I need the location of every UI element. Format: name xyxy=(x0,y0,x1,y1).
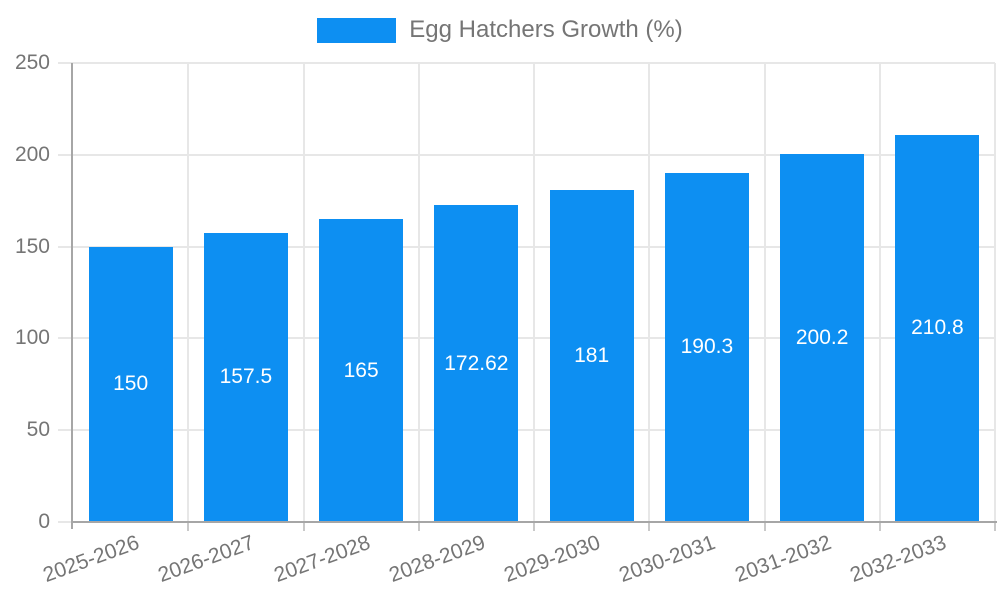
v-gridline xyxy=(994,63,996,522)
v-gridline xyxy=(878,63,881,522)
x-tick xyxy=(648,522,651,531)
bar[interactable]: 172.62 xyxy=(434,205,519,522)
x-tick xyxy=(994,522,996,531)
bar-value-label: 181 xyxy=(574,343,610,367)
y-tick xyxy=(58,153,73,156)
x-axis-label: 2027-2028 xyxy=(270,531,373,587)
bar[interactable]: 150 xyxy=(88,246,173,522)
v-gridline xyxy=(417,63,420,522)
x-axis-label: 2028-2029 xyxy=(385,531,489,587)
y-axis-label: 250 xyxy=(14,51,50,74)
bar-value-label: 150 xyxy=(113,372,149,396)
y-axis-label: 150 xyxy=(14,234,50,258)
bar-value-label: 200.2 xyxy=(795,326,849,350)
y-tick xyxy=(58,337,73,340)
legend-label: Egg Hatchers Growth (%) xyxy=(409,16,683,43)
x-axis-label: 2031-2032 xyxy=(731,531,834,587)
bar-value-label: 210.8 xyxy=(911,316,964,340)
x-axis-label: 2032-2033 xyxy=(846,531,950,587)
y-tick xyxy=(58,62,73,64)
x-tick xyxy=(187,522,190,531)
x-tick xyxy=(533,522,535,531)
v-gridline xyxy=(302,63,305,522)
y-axis-label: 100 xyxy=(14,326,50,350)
bar[interactable]: 157.5 xyxy=(203,232,288,522)
legend[interactable]: Egg Hatchers Growth (%) xyxy=(0,16,1000,44)
x-tick xyxy=(878,522,881,531)
bar-value-label: 165 xyxy=(343,358,379,382)
legend-swatch xyxy=(317,17,397,43)
bar-value-label: 172.62 xyxy=(444,351,509,375)
y-axis-line xyxy=(71,63,73,529)
bar[interactable]: 181 xyxy=(549,189,634,522)
x-tick xyxy=(417,522,420,531)
y-axis-label: 50 xyxy=(26,418,50,442)
bar[interactable]: 190.3 xyxy=(664,172,749,522)
bar[interactable]: 200.2 xyxy=(780,154,865,522)
x-axis-label: 2030-2031 xyxy=(616,531,719,587)
x-axis-label: 2029-2030 xyxy=(501,531,604,587)
x-axis-label: 2025-2026 xyxy=(40,531,143,587)
bar-value-label: 190.3 xyxy=(680,335,734,359)
bar[interactable]: 165 xyxy=(319,219,404,522)
v-gridline xyxy=(648,63,651,522)
bar-value-label: 157.5 xyxy=(219,365,273,389)
y-tick xyxy=(58,521,73,523)
y-tick xyxy=(58,429,73,432)
v-gridline xyxy=(533,63,535,522)
y-axis-label: 0 xyxy=(38,510,50,533)
bar[interactable]: 210.8 xyxy=(895,134,980,522)
x-axis-label: 2026-2027 xyxy=(155,531,258,587)
v-gridline xyxy=(187,63,190,522)
y-axis-label: 200 xyxy=(14,142,50,166)
v-gridline xyxy=(763,63,766,522)
x-tick xyxy=(763,522,766,531)
x-axis-line xyxy=(71,521,997,523)
x-tick xyxy=(302,522,305,531)
y-tick xyxy=(58,245,73,248)
